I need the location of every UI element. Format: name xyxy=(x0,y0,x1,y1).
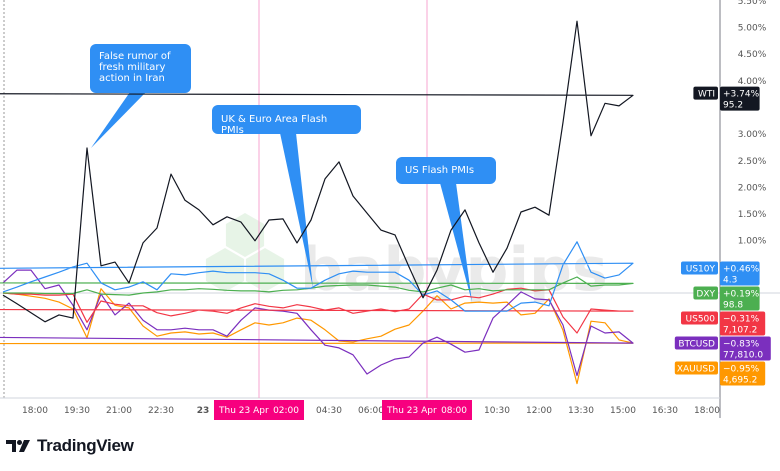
series-value-badge xyxy=(720,311,766,336)
annotation-uk-euro-pmis: UK & Euro Area Flash PMIs xyxy=(212,105,361,136)
price-label-btcusd: BTCUSD −0.83%77,810.0 xyxy=(674,336,771,361)
series-name-badge xyxy=(693,86,718,100)
x-tick-label: 16:30 xyxy=(652,406,678,416)
series-line-xauusd xyxy=(0,288,634,385)
series-name-badge xyxy=(681,261,718,275)
series-change: −0.95% xyxy=(723,364,760,374)
y-tick-label: 5.00% xyxy=(738,24,767,34)
series-name-badge xyxy=(674,336,718,350)
y-tick-label: 1.00% xyxy=(738,237,767,247)
series-change: −0.31% xyxy=(723,314,760,324)
x-tick-label: 23 xyxy=(197,406,210,416)
series-line-dxy xyxy=(0,276,634,296)
series-price: 98.8 xyxy=(723,300,743,310)
tradingview-logo[interactable]: TradingView xyxy=(6,436,134,456)
crosshair-time-text: 08:00 xyxy=(441,406,467,416)
x-tick-label: 21:00 xyxy=(106,406,132,416)
series-value-badge xyxy=(720,86,760,111)
series-value-badge xyxy=(720,286,760,311)
series-name: XAUUSD xyxy=(677,364,715,374)
watermark-hexagon-icon xyxy=(245,248,285,292)
crosshair-time-label xyxy=(214,400,304,420)
y-tick-label: 4.50% xyxy=(738,50,767,60)
x-tick-label: 18:00 xyxy=(22,406,48,416)
series-price: 7,107.2 xyxy=(723,325,757,335)
series-price: 77,810.0 xyxy=(723,350,763,360)
watermark-hexagon-icon xyxy=(225,213,265,257)
x-tick-label: 10:30 xyxy=(484,406,510,416)
series-change: +0.46% xyxy=(723,264,760,274)
crosshair-date-text: Thu 23 Apr xyxy=(218,406,269,416)
series-line-wti xyxy=(0,20,634,323)
series-name: DXY xyxy=(696,289,715,299)
x-tick-label: 04:30 xyxy=(316,406,342,416)
series-price: 95.2 xyxy=(723,101,743,111)
crosshair-date-text: Thu 23 Apr xyxy=(386,406,437,416)
series-line-us500 xyxy=(0,287,634,334)
series-name: US500 xyxy=(686,314,716,324)
series-change: +3.74% xyxy=(723,90,760,100)
series-change: +0.19% xyxy=(723,289,760,299)
crosshair-time-text: 02:00 xyxy=(273,406,299,416)
x-tick-label: 18:00 xyxy=(694,406,720,416)
x-tick-label: 06:00 xyxy=(358,406,384,416)
series-price: 4,695.2 xyxy=(723,375,757,385)
series-value-badge xyxy=(720,336,771,361)
y-tick-label: 4.00% xyxy=(738,77,767,87)
annotation-us-pmis: US Flash PMIs xyxy=(396,157,496,184)
y-tick-label: 2.50% xyxy=(738,157,767,167)
series-line-btcusd xyxy=(0,269,634,377)
annotation-pointer xyxy=(280,133,313,288)
series-name: BTCUSD xyxy=(678,339,715,349)
price-label-dxy: DXY +0.19%98.8 xyxy=(693,286,760,311)
annotation-pointer xyxy=(91,92,146,148)
y-tick-label: 3.00% xyxy=(738,130,767,140)
x-tick-label: 13:30 xyxy=(568,406,594,416)
series-name: US10Y xyxy=(686,264,716,274)
series-change: −0.83% xyxy=(723,339,760,349)
tradingview-logo-text: TradingView xyxy=(37,436,134,455)
crosshair-time-label xyxy=(382,400,472,420)
price-label-xauusd: XAUUSD −0.95%4,695.2 xyxy=(674,361,766,386)
annotation-pointer xyxy=(440,183,472,302)
series-name-badge xyxy=(674,361,718,375)
x-tick-label: 22:30 xyxy=(148,406,174,416)
series-value-badge xyxy=(720,361,766,386)
y-tick-label: 5.50% xyxy=(738,0,767,7)
series-value-badge xyxy=(720,261,760,286)
x-tick-label: 19:30 xyxy=(64,406,90,416)
annotation-iran-rumor: False rumor of fresh military action in … xyxy=(90,44,191,93)
price-label-us10y: US10Y +0.46%4.3 xyxy=(681,261,760,286)
price-label-wti: WTI +3.74%95.2 xyxy=(693,86,760,111)
series-name-badge xyxy=(693,286,718,300)
watermark-hexagon-icon xyxy=(205,248,245,292)
x-tick-label: 12:00 xyxy=(526,406,552,416)
series-price: 4.3 xyxy=(723,275,737,285)
price-label-us500: US500 −0.31%7,107.2 xyxy=(681,311,766,336)
y-tick-label: 2.00% xyxy=(738,183,767,193)
tradingview-logo-icon xyxy=(6,440,30,452)
series-name-badge xyxy=(681,311,718,325)
series-name: WTI xyxy=(698,90,715,100)
series-line-us10y xyxy=(0,241,634,312)
x-tick-label: 15:00 xyxy=(610,406,636,416)
y-tick-label: 1.50% xyxy=(738,210,767,220)
